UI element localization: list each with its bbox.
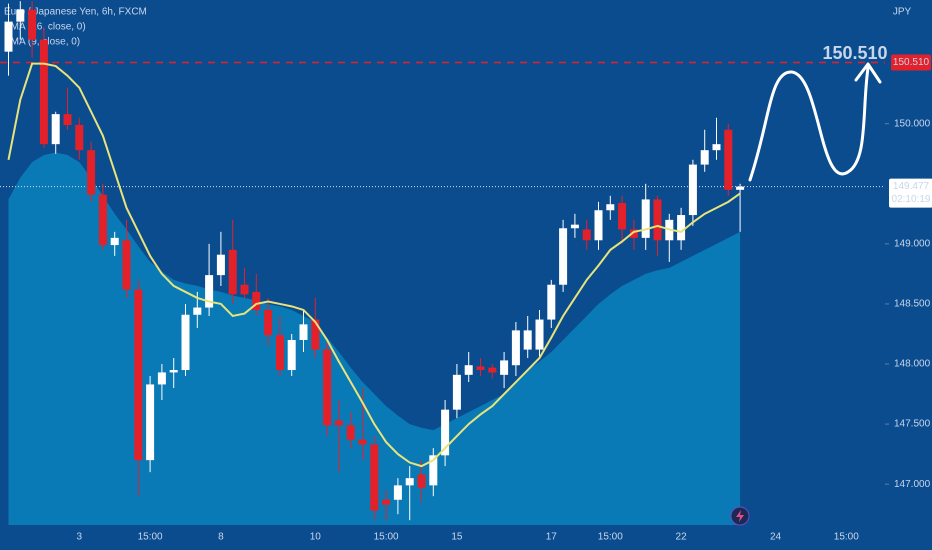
- candle-body: [736, 186, 745, 190]
- x-tick-label: 17: [546, 532, 558, 543]
- candle-body: [452, 374, 461, 410]
- drawn-arrow: [748, 66, 870, 182]
- candle-body: [75, 124, 84, 151]
- x-tick-label: 15: [451, 532, 463, 543]
- target-price-label: 150.510: [893, 57, 930, 68]
- candle-body: [688, 164, 697, 216]
- candle-body: [523, 330, 532, 350]
- candle-body: [500, 360, 509, 375]
- candle-body: [63, 114, 72, 125]
- x-tick-label: 24: [770, 532, 782, 543]
- candle-body: [464, 365, 473, 375]
- candle-body: [535, 319, 544, 350]
- candle-body: [594, 210, 603, 241]
- candle-body: [405, 478, 414, 486]
- candle-body: [629, 229, 638, 238]
- y-tick-label: 149.000: [894, 239, 931, 250]
- arrow-head: [854, 62, 882, 84]
- candle-body: [122, 240, 131, 290]
- candle-body: [488, 367, 497, 373]
- area-series: [8, 152, 741, 525]
- candle-body: [641, 199, 650, 238]
- x-tick-label: 15:00: [138, 532, 163, 543]
- y-tick-label: 147.500: [894, 419, 931, 430]
- x-tick-label: 8: [218, 532, 224, 543]
- candle-body: [677, 215, 686, 241]
- candle-body: [169, 370, 178, 373]
- countdown-label: 02:10:19: [892, 194, 931, 205]
- candle-body: [393, 485, 402, 500]
- legend-entry: SMA (16, close, 0): [4, 22, 86, 33]
- candle-body: [240, 284, 249, 295]
- candle-body: [429, 455, 438, 486]
- y-tick-label: 150.000: [894, 118, 931, 129]
- last-price-label: 149.477: [893, 181, 930, 192]
- candle-body: [98, 194, 107, 246]
- candle-body: [511, 330, 520, 366]
- candle-body: [51, 114, 60, 145]
- candle-body: [181, 314, 190, 371]
- candle-body: [16, 9, 25, 22]
- x-tick-label: 3: [77, 532, 83, 543]
- candle-body: [216, 254, 225, 276]
- last-price-box: [889, 178, 932, 208]
- candle-body: [252, 291, 261, 310]
- line-series: [7, 62, 741, 468]
- candle-body: [346, 425, 355, 440]
- y-tick-label: 147.000: [894, 479, 931, 490]
- x-tick-label: 15:00: [834, 532, 859, 543]
- candle-body: [700, 150, 709, 165]
- candle-body: [311, 319, 320, 350]
- candle-body: [39, 39, 48, 145]
- candle-body: [417, 474, 426, 488]
- candle-body: [582, 229, 591, 241]
- candle-body: [570, 224, 579, 229]
- candle-body: [28, 9, 37, 40]
- candle-body: [441, 409, 450, 456]
- candle-body: [264, 309, 273, 336]
- candle-body: [146, 384, 155, 461]
- candle-body: [157, 372, 166, 385]
- target-annotation: 150.510: [822, 43, 887, 63]
- x-tick-label: 15:00: [374, 532, 399, 543]
- candle-body: [334, 420, 343, 426]
- candle-body: [724, 129, 733, 190]
- candle-body: [476, 366, 485, 371]
- candle-body: [275, 335, 284, 371]
- candle-body: [559, 228, 568, 285]
- candle-body: [87, 150, 96, 195]
- candle-body: [382, 499, 391, 505]
- currency-label: JPY: [893, 7, 912, 18]
- candle-body: [618, 203, 627, 230]
- chart-title: Euro / Japanese Yen, 6h, FXCM: [4, 7, 147, 18]
- candle-body: [4, 21, 13, 52]
- lightning-icon: [736, 510, 744, 522]
- candle-body: [287, 339, 296, 371]
- y-tick-label: 148.500: [894, 299, 931, 310]
- candle-body: [228, 249, 237, 295]
- target-price-box: [891, 54, 931, 71]
- candle-body: [358, 439, 367, 445]
- candle-body: [547, 284, 556, 320]
- x-tick-label: 15:00: [598, 532, 623, 543]
- candle-body: [606, 204, 615, 211]
- candle-body: [299, 324, 308, 340]
- candle-body: [323, 349, 332, 426]
- candle-body: [134, 289, 143, 461]
- candle-body: [193, 307, 202, 315]
- candle-body: [205, 275, 214, 308]
- candle-body: [653, 199, 662, 241]
- candle-body: [712, 144, 721, 151]
- x-tick-label: 22: [676, 532, 688, 543]
- candle-body: [110, 237, 119, 246]
- candle-body: [370, 444, 379, 511]
- y-tick-label: 148.000: [894, 359, 931, 370]
- x-tick-label: 10: [310, 532, 322, 543]
